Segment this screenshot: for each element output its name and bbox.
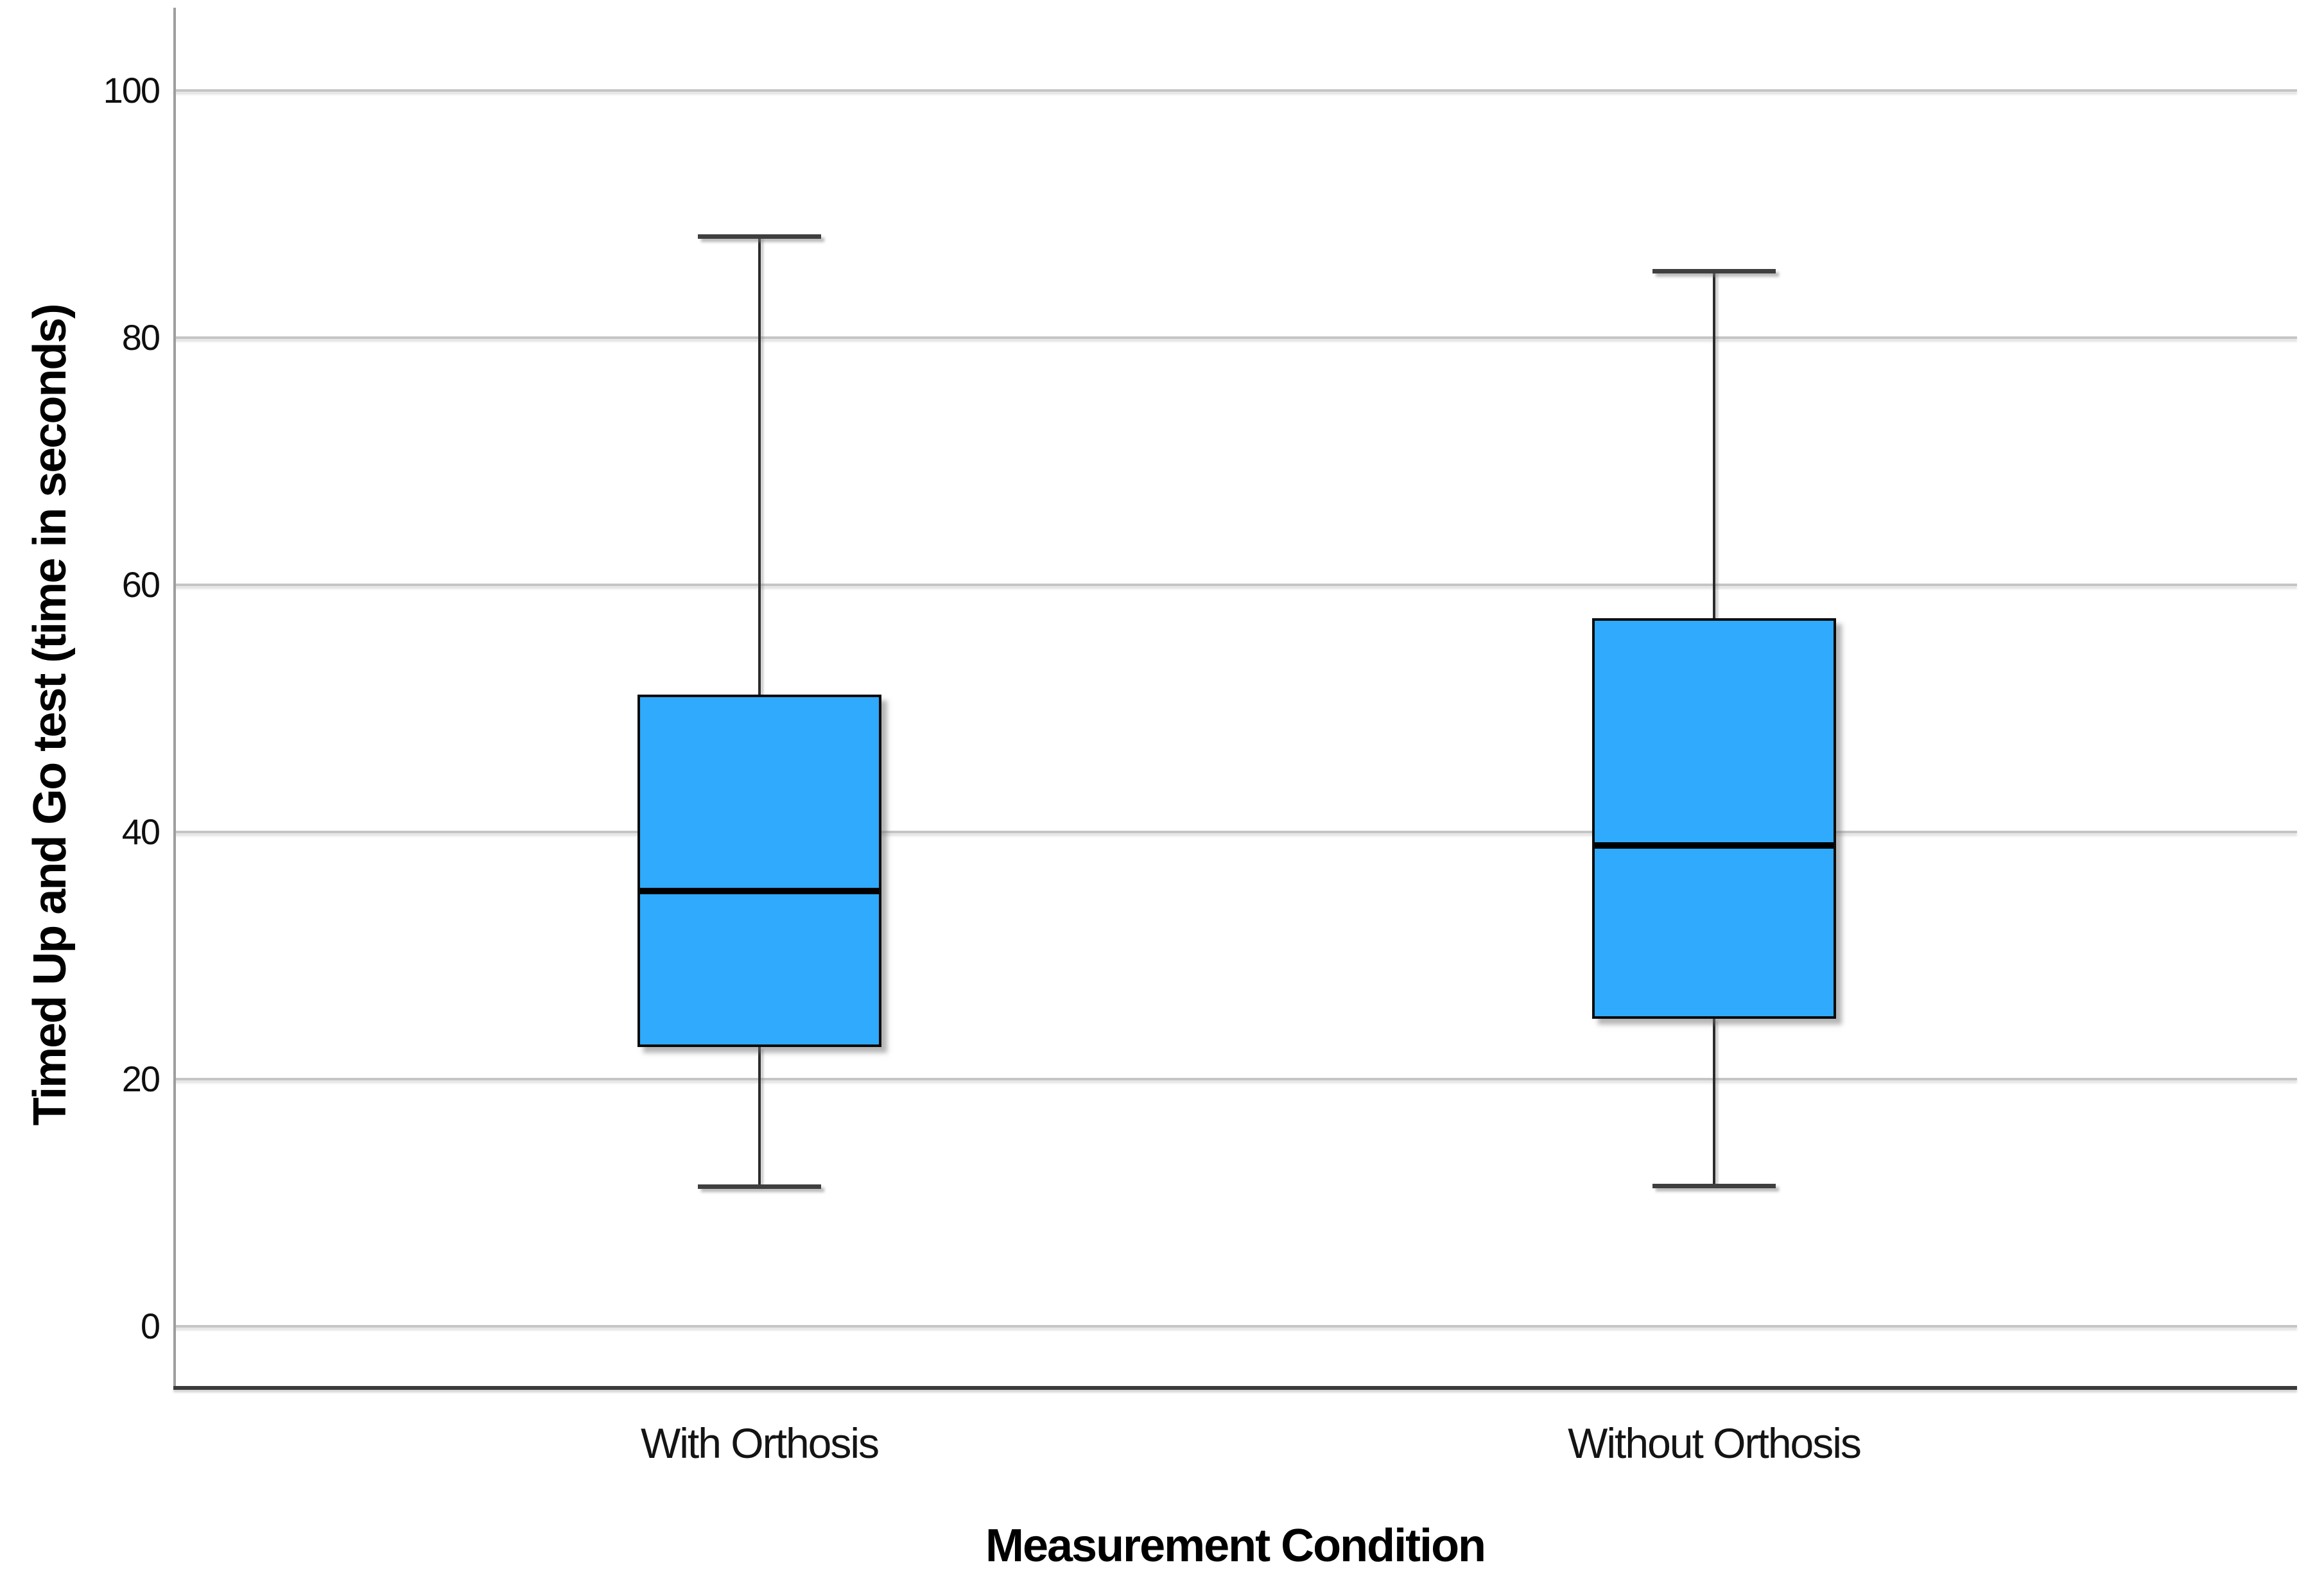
y-axis-title: Timed Up and Go test (time in seconds)	[24, 304, 76, 1126]
max-cap-with-orthosis	[698, 234, 821, 239]
y-axis-line	[173, 8, 176, 1388]
gridline-60	[173, 584, 2297, 586]
gridline-100	[173, 89, 2297, 92]
min-cap-without-orthosis	[1652, 1183, 1776, 1188]
y-tick-label-0: 0	[140, 1306, 160, 1346]
upper-whisker-with-orthosis	[758, 236, 761, 695]
y-tick-label-40: 40	[121, 811, 160, 852]
box-without-orthosis	[1592, 618, 1836, 1019]
x-axis-title: Measurement Condition	[985, 1520, 1486, 1572]
y-tick-label-80: 80	[121, 317, 160, 358]
x-axis-line	[173, 1386, 2297, 1390]
box-with-orthosis	[637, 695, 881, 1047]
upper-whisker-without-orthosis	[1713, 271, 1715, 618]
max-cap-without-orthosis	[1652, 269, 1776, 274]
x-category-label-with-orthosis: With Orthosis	[640, 1419, 880, 1467]
gridline-20	[173, 1078, 2297, 1080]
y-tick-label-100: 100	[103, 70, 160, 110]
y-tick-label-60: 60	[121, 564, 160, 605]
min-cap-with-orthosis	[698, 1184, 821, 1190]
lower-whisker-without-orthosis	[1713, 1018, 1715, 1186]
median-line-with-orthosis	[640, 888, 879, 895]
gridline-80	[173, 336, 2297, 339]
x-category-label-without-orthosis: Without Orthosis	[1568, 1419, 1862, 1467]
y-tick-label-20: 20	[121, 1059, 160, 1099]
gridline-40	[173, 831, 2297, 833]
lower-whisker-with-orthosis	[758, 1046, 761, 1187]
median-line-without-orthosis	[1595, 842, 1834, 849]
gridline-0	[173, 1325, 2297, 1328]
